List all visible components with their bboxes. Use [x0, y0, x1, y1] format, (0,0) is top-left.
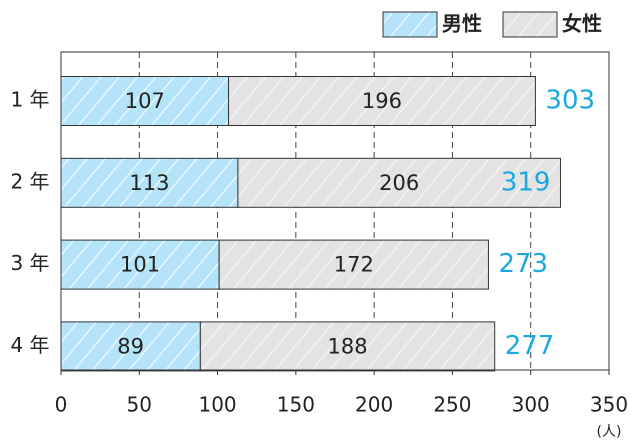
x-tick-label: 150: [277, 393, 315, 417]
legend-swatch: [382, 11, 438, 38]
x-tick-label: 0: [55, 393, 68, 417]
value-label: 113: [129, 171, 169, 195]
legend-label: 女性: [562, 12, 602, 36]
value-label: 107: [125, 89, 165, 113]
x-tick-label: 250: [433, 393, 471, 417]
value-label: 172: [334, 253, 374, 277]
x-tick-label: 300: [512, 393, 550, 417]
bar-segment: [60, 239, 220, 290]
value-label: 188: [327, 334, 367, 358]
x-tick-label: 350: [590, 393, 628, 417]
y-tick-label: 2 年: [10, 169, 49, 193]
legend-label: 男性: [442, 12, 482, 36]
x-tick-label: 50: [127, 393, 152, 417]
x-unit: (人): [597, 424, 622, 440]
total-label: 277: [505, 331, 555, 361]
bar-segment: [60, 321, 201, 372]
x-tick-label: 100: [198, 393, 236, 417]
value-label: 101: [120, 253, 160, 277]
total-label: 273: [498, 249, 548, 279]
plot-frame: [60, 51, 610, 371]
bar-segment: [228, 76, 536, 126]
bar-segment: [199, 321, 496, 372]
legend-swatch: [502, 11, 558, 38]
y-tick-label: 4 年: [10, 333, 49, 357]
y-tick-label: 3 年: [10, 251, 49, 275]
bar-segment: [218, 239, 489, 290]
total-label: 319: [501, 167, 551, 197]
value-label: 89: [117, 334, 144, 358]
y-tick-label: 1 年: [10, 88, 49, 112]
bar-segment: [237, 157, 561, 208]
total-label: 303: [545, 86, 595, 116]
bar-segment: [60, 76, 230, 126]
x-tick-label: 200: [355, 393, 393, 417]
value-label: 206: [379, 171, 419, 195]
value-label: 196: [362, 89, 402, 113]
bar-segment: [60, 157, 239, 208]
